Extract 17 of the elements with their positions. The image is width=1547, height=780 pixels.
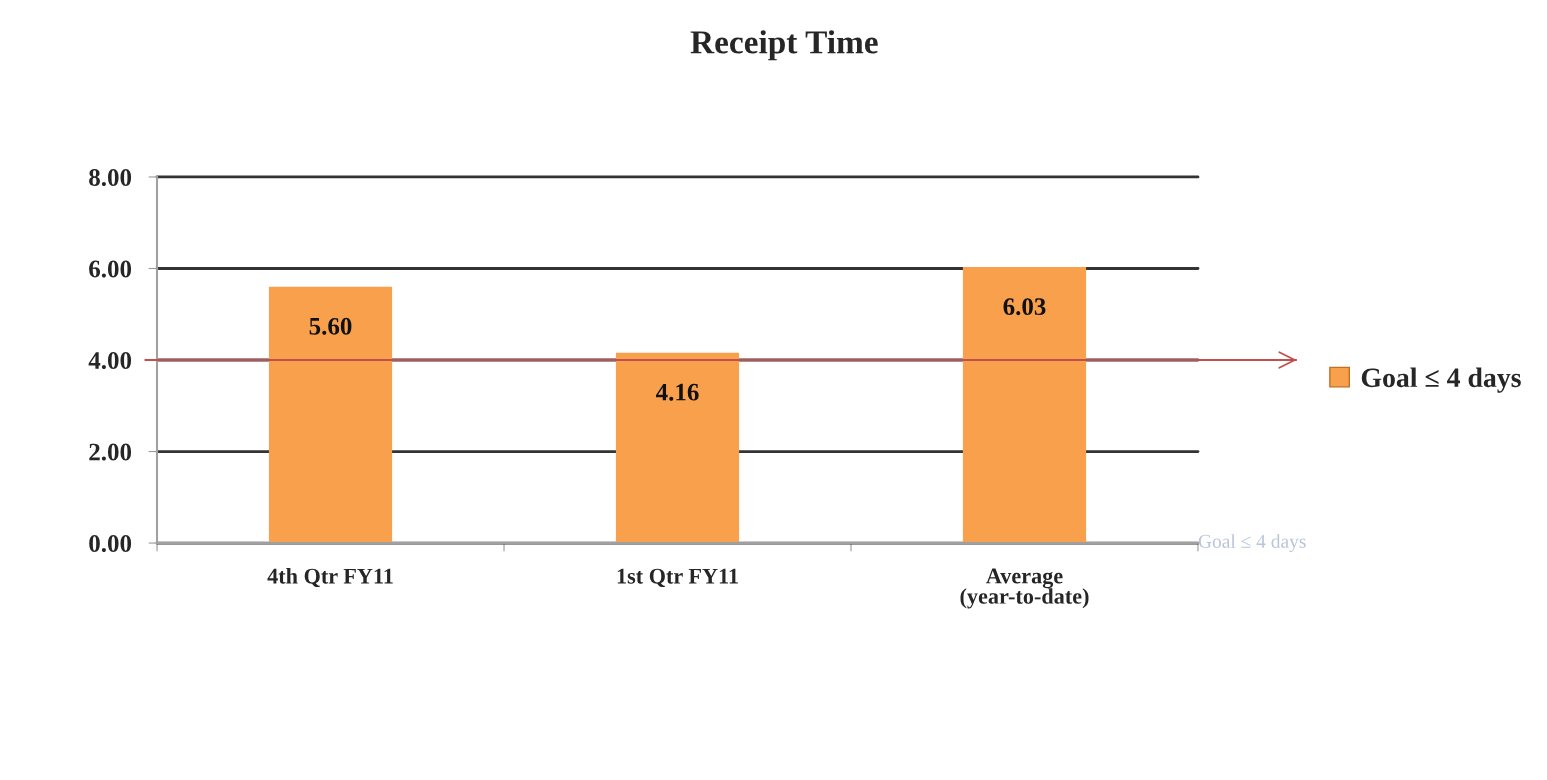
data-label: 4.16 bbox=[655, 383, 699, 401]
y-tick-label: 4.00 bbox=[88, 352, 132, 370]
y-tick-label: 6.00 bbox=[89, 260, 132, 278]
y-tick-label: 8.00 bbox=[89, 169, 132, 187]
x-tick-label: 4th Qtr FY11 bbox=[267, 568, 393, 588]
data-label: 5.60 bbox=[309, 317, 352, 335]
chart-title: Receipt Time bbox=[690, 30, 878, 61]
legend-label: Goal ≤ 4 days bbox=[1361, 367, 1521, 393]
y-tick-label: 0.00 bbox=[89, 535, 132, 553]
data-label: 6.03 bbox=[1003, 298, 1046, 316]
bar bbox=[962, 267, 1087, 544]
bar bbox=[615, 352, 740, 544]
x-tick-label: Average (year-to-date) bbox=[960, 568, 1089, 609]
text: Goal ≤ 4 days bbox=[1198, 534, 1306, 552]
y-tick-label: 2.00 bbox=[89, 443, 132, 461]
x-tick-label: 1st Qtr FY11 bbox=[617, 568, 738, 588]
bar bbox=[268, 286, 393, 544]
